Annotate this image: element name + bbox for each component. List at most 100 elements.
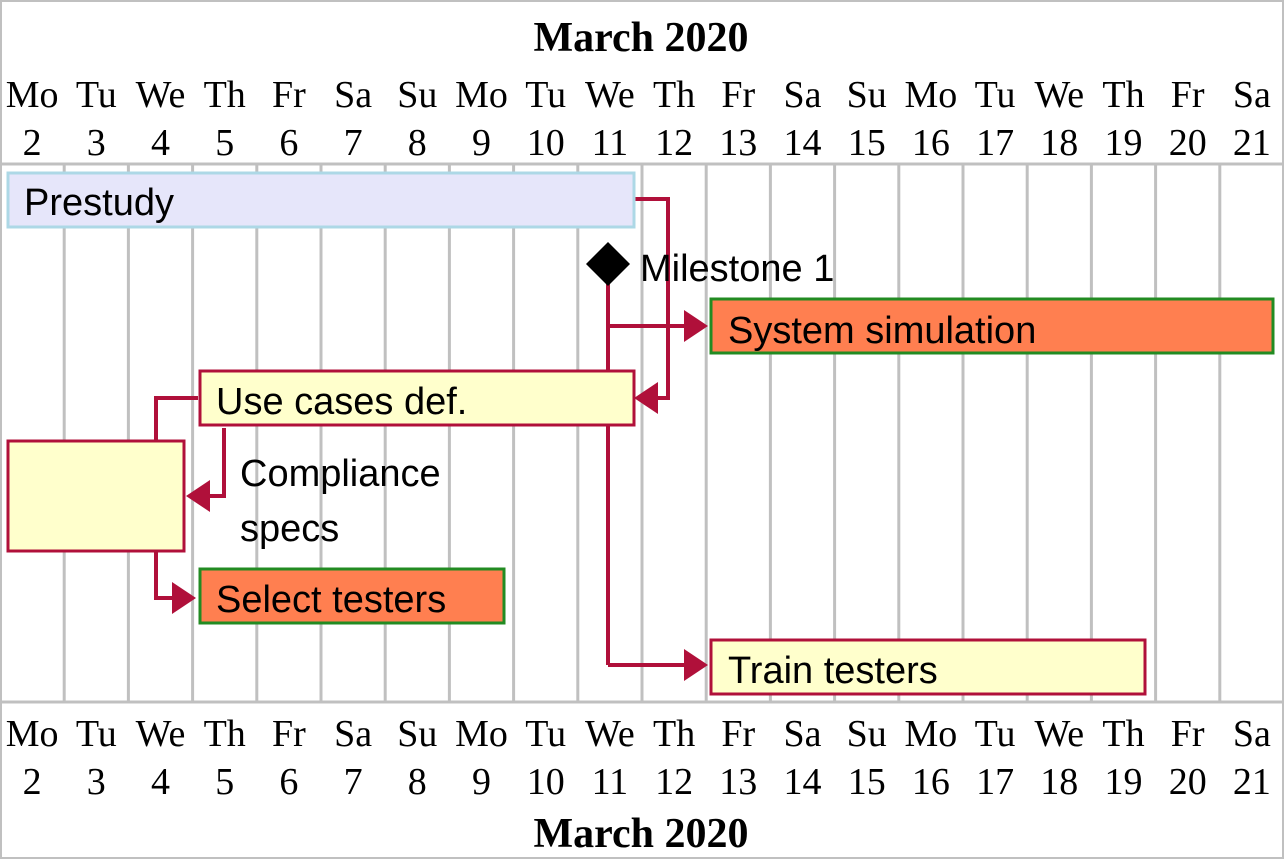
dependency-compliance-to-select-testers (154, 552, 174, 600)
day-name-label: Sa (1233, 713, 1271, 755)
day-name-label: Th (204, 713, 246, 755)
task-bar-prestudy[interactable] (6, 171, 636, 229)
day-name-label: Su (397, 74, 437, 116)
day-number-label: 15 (848, 122, 886, 164)
task-label-system-simulation: System simulation (728, 310, 1036, 352)
day-name-label: Mo (905, 713, 958, 755)
day-name-label: Mo (455, 713, 508, 755)
day-number-label: 9 (472, 761, 491, 803)
day-number-label: 21 (1233, 122, 1271, 164)
day-name-label: Su (847, 713, 887, 755)
day-number-label: 2 (23, 761, 42, 803)
day-number-label: 12 (655, 122, 693, 164)
task-bar-select-testers[interactable] (198, 567, 506, 625)
arrowhead-select-testers (172, 582, 196, 614)
day-number-label: 10 (527, 122, 565, 164)
day-number-label: 8 (408, 761, 427, 803)
day-name-label: Tu (975, 713, 1016, 755)
task-label-prestudy: Prestudy (24, 182, 174, 224)
day-name-label: Mo (6, 713, 59, 755)
day-name-label: We (585, 74, 635, 116)
day-number-label: 17 (976, 761, 1014, 803)
day-name-label: Mo (6, 74, 59, 116)
day-name-label: Th (653, 74, 695, 116)
day-name-label: Tu (76, 713, 117, 755)
day-name-label: We (136, 74, 186, 116)
day-name-label: Tu (76, 74, 117, 116)
day-name-label: Su (847, 74, 887, 116)
dependency-lines (154, 197, 686, 667)
task-bars: Prestudy Milestone 1 System simulation U… (6, 171, 1275, 696)
day-name-label: We (1034, 74, 1084, 116)
day-name-label: Fr (1171, 74, 1205, 116)
day-number-label: 2 (23, 122, 42, 164)
dependency-use-cases-to-select-testers (154, 396, 198, 440)
day-number-label: 7 (344, 761, 363, 803)
day-number-label: 13 (719, 761, 757, 803)
day-number-label: 10 (527, 761, 565, 803)
task-label-milestone1: Milestone 1 (640, 248, 834, 290)
day-name-label: Th (1102, 713, 1144, 755)
header-day-row: Mo 2 Tu 3 We 4 Th 5 Fr 6 Sa 7 Su 8 Mo 9 Tu 10 We 11 Th 12 Fr 13… (6, 74, 1271, 164)
arrowhead-compliance (186, 480, 210, 512)
task-label-compliance-line2: specs (240, 508, 339, 550)
day-number-label: 11 (592, 761, 629, 803)
day-name-label: We (585, 713, 635, 755)
day-number-label: 14 (784, 761, 822, 803)
day-name-label: Fr (721, 74, 755, 116)
day-name-label: Fr (272, 74, 306, 116)
day-name-label: Th (1102, 74, 1144, 116)
day-number-label: 11 (592, 122, 629, 164)
day-name-label: Tu (525, 713, 566, 755)
day-name-label: Fr (1171, 713, 1205, 755)
day-number-label: 13 (719, 122, 757, 164)
arrowhead-train-testers (684, 649, 708, 681)
header-month-label: March 2020 (533, 15, 748, 61)
day-number-label: 9 (472, 122, 491, 164)
day-name-label: We (1034, 713, 1084, 755)
day-number-label: 19 (1105, 761, 1143, 803)
day-number-label: 20 (1169, 761, 1207, 803)
task-label-use-cases: Use cases def. (216, 381, 467, 423)
day-number-label: 6 (279, 122, 298, 164)
day-name-label: Sa (784, 713, 822, 755)
day-name-label: Mo (455, 74, 508, 116)
milestone-diamond-icon[interactable] (586, 242, 630, 286)
day-number-label: 19 (1105, 122, 1143, 164)
day-number-label: 21 (1233, 761, 1271, 803)
dependency-use-cases-to-compliance (208, 428, 226, 498)
task-bar-compliance-specs[interactable] (6, 439, 186, 553)
day-number-label: 18 (1040, 122, 1078, 164)
day-number-label: 8 (408, 122, 427, 164)
day-number-label: 18 (1040, 761, 1078, 803)
dependency-arrowheads (172, 310, 708, 681)
day-name-label: Th (653, 713, 695, 755)
day-name-label: We (136, 713, 186, 755)
day-number-label: 6 (279, 761, 298, 803)
day-number-label: 7 (344, 122, 363, 164)
day-name-label: Sa (784, 74, 822, 116)
day-number-label: 14 (784, 122, 822, 164)
task-bar-use-cases[interactable] (198, 369, 636, 427)
day-number-label: 3 (87, 761, 106, 803)
day-name-label: Fr (721, 713, 755, 755)
day-number-label: 17 (976, 122, 1014, 164)
day-number-label: 4 (151, 122, 170, 164)
day-name-label: Sa (334, 74, 372, 116)
task-bar-train-testers[interactable] (709, 638, 1147, 696)
task-bar-system-simulation[interactable] (709, 297, 1275, 355)
day-number-label: 3 (87, 122, 106, 164)
day-name-label: Tu (525, 74, 566, 116)
dependency-prestudy-to-use-cases (634, 197, 670, 400)
day-number-label: 5 (215, 122, 234, 164)
day-name-label: Tu (975, 74, 1016, 116)
day-name-label: Fr (272, 713, 306, 755)
day-number-label: 15 (848, 761, 886, 803)
day-number-label: 16 (912, 122, 950, 164)
day-number-label: 4 (151, 761, 170, 803)
day-name-label: Th (204, 74, 246, 116)
day-number-label: 5 (215, 761, 234, 803)
day-number-label: 20 (1169, 122, 1207, 164)
task-label-select-testers: Select testers (216, 579, 446, 621)
